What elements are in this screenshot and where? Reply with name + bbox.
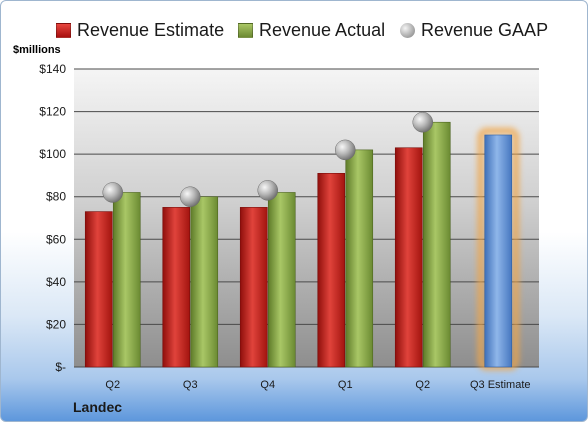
legend-swatch-estimate [56, 22, 71, 38]
x-axis: Q2 Q3 Q4 Q1 Q2 Q3 Estimate [105, 379, 530, 391]
marker-revenue-gaap [335, 139, 356, 161]
plot-area [74, 69, 539, 367]
company-name: Landec [73, 399, 123, 415]
chart-legend: Revenue Estimate Revenue Actual Revenue … [1, 15, 587, 45]
bar-revenue-estimate [239, 207, 268, 368]
y-tick-label: $120 [39, 105, 66, 119]
legend-item-gaap: Revenue GAAP [400, 15, 548, 45]
y-axis: $- $20 $40 $60 $80 $100 $120 $140 [39, 62, 66, 374]
bar-revenue-estimate [484, 134, 513, 368]
legend-item-estimate: Revenue Estimate [56, 15, 224, 45]
x-tick-label: Q3 Estimate [470, 379, 531, 391]
grid-lines [74, 68, 539, 368]
marker-revenue-gaap [102, 182, 123, 203]
x-tick-label: Q1 [338, 379, 353, 391]
plot-background [74, 69, 539, 367]
y-tick-label: $20 [46, 317, 66, 331]
bar-revenue-estimate [162, 207, 191, 368]
marker-revenue-gaap [412, 111, 433, 133]
bar-revenue-estimate [394, 147, 423, 368]
bar-revenue-actual [267, 192, 296, 368]
y-tick-label: $40 [46, 275, 66, 289]
x-tick-label: Q3 [183, 379, 198, 391]
bar-revenue-actual [190, 196, 219, 368]
bar-revenue-estimate [317, 173, 346, 368]
x-tick-label: Q2 [105, 379, 120, 391]
bar-revenue-actual [112, 192, 141, 368]
legend-label-estimate: Revenue Estimate [77, 19, 225, 40]
legend-marker-gaap [400, 22, 415, 38]
bar-revenue-actual [345, 149, 374, 368]
legend-swatch-actual [238, 22, 253, 38]
gaap-markers [102, 111, 433, 207]
x-tick-label: Q4 [260, 379, 275, 391]
y-tick-label: $140 [39, 62, 66, 76]
y-axis-unit-label: $millions [13, 44, 61, 56]
y-tick-label: $- [55, 360, 66, 374]
y-tick-label: $60 [46, 232, 66, 246]
legend-item-actual: Revenue Actual [238, 15, 385, 45]
legend-label-gaap: Revenue GAAP [421, 19, 549, 40]
bars [84, 121, 520, 371]
y-tick-label: $80 [46, 190, 66, 204]
marker-revenue-gaap [180, 186, 201, 207]
y-tick-label: $100 [39, 147, 66, 161]
marker-revenue-gaap [257, 180, 278, 201]
x-tick-label: Q2 [415, 379, 430, 391]
bar-revenue-actual [422, 121, 451, 368]
bar-revenue-estimate [84, 211, 113, 368]
legend-label-actual: Revenue Actual [259, 19, 386, 40]
